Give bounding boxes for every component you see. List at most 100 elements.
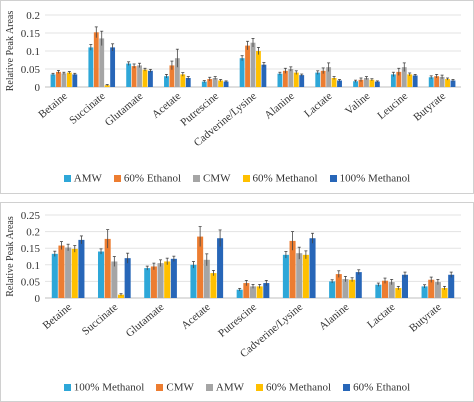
bar — [331, 78, 337, 87]
bar — [124, 258, 131, 298]
bar — [428, 77, 434, 87]
x-tick-label: Succinate — [80, 301, 121, 338]
bar — [364, 78, 369, 87]
bar — [412, 75, 418, 87]
bar — [320, 70, 326, 87]
bar — [250, 42, 256, 87]
bar — [256, 286, 263, 298]
bar — [395, 288, 402, 298]
y-axis-label: Relative Peak Areas — [5, 11, 16, 92]
bar — [51, 253, 58, 298]
bar — [326, 67, 332, 87]
x-tick-label: Putrescine — [216, 301, 259, 340]
bar — [421, 286, 428, 298]
legend-label: AMW — [73, 172, 102, 185]
bar — [61, 73, 67, 87]
y-tick-label: 0 — [35, 293, 41, 305]
bar — [249, 286, 257, 298]
bar — [88, 47, 94, 87]
chart-svg: Relative Peak Areas 0 0.05 0.1 0.15 0.2 0.25 Be… — [5, 210, 461, 360]
legend-item: 60% Methanol — [255, 381, 332, 394]
legend-swatch — [113, 174, 121, 182]
legend-item: 100% Methanol — [329, 172, 411, 185]
legend-swatch — [63, 383, 71, 391]
bar — [110, 47, 116, 87]
y-tick-label: 0.1 — [26, 260, 40, 272]
bar — [335, 274, 342, 298]
bar — [72, 74, 78, 87]
bar — [185, 78, 191, 87]
bar — [99, 38, 105, 87]
y-axis-label: Relative Peak Areas — [5, 216, 16, 297]
bar — [50, 74, 56, 87]
x-tick-label: Lactate — [302, 90, 335, 120]
bar — [282, 254, 289, 298]
chart-svg: Relative Peak Areas 0 0.05 0.1 0.15 0.2 Betain… — [5, 10, 461, 149]
y-tick-label: 0.1 — [26, 46, 40, 58]
chart-legend: 100% Methanol CMW AMW 60% Methanol 60% Ethan… — [1, 381, 473, 393]
bar — [296, 253, 303, 298]
legend-label: CMW — [203, 172, 231, 185]
y-tick-label: 0 — [35, 82, 41, 94]
x-tick-label: Alanine — [317, 301, 351, 333]
bar — [245, 45, 250, 87]
bar — [256, 51, 261, 87]
bar — [144, 268, 151, 298]
legend-swatch — [205, 383, 213, 391]
bar — [289, 240, 296, 298]
bar — [263, 283, 270, 298]
bar — [450, 80, 456, 87]
bar — [170, 258, 177, 298]
legend-label: 60% Ethanol — [353, 381, 411, 394]
bar — [407, 74, 413, 87]
y-tick-label: 0.05 — [21, 276, 41, 288]
bar — [197, 236, 204, 298]
legend-label: 60% Methanol — [265, 381, 332, 394]
bar — [390, 74, 396, 87]
bar — [293, 72, 299, 87]
bar — [236, 289, 243, 298]
x-tick-label: Lactate — [365, 301, 398, 331]
bar — [261, 64, 267, 87]
bar — [169, 65, 175, 87]
bar — [439, 76, 445, 87]
bar — [401, 67, 407, 87]
bar — [309, 238, 316, 298]
bar — [71, 248, 78, 298]
legend-item: 60% Ethanol — [343, 381, 410, 393]
legend-swatch — [255, 383, 263, 391]
bar — [302, 254, 309, 298]
x-tick-label: Alanine — [262, 90, 296, 122]
x-tick-label: Leucine — [375, 90, 410, 122]
bar — [358, 79, 364, 87]
bar — [218, 80, 224, 87]
bar — [207, 79, 213, 87]
x-tick-label: Glutamate — [103, 90, 146, 129]
bar — [282, 70, 288, 87]
legend-label: CMW — [166, 381, 194, 394]
bar — [58, 245, 65, 298]
x-tick-label: Glutamate — [124, 301, 167, 340]
bar — [174, 58, 180, 87]
bar — [97, 251, 105, 298]
bar — [157, 263, 164, 298]
bar — [401, 274, 409, 298]
x-tick-label: Butyrate — [407, 301, 444, 335]
bar — [243, 283, 250, 298]
bar — [337, 80, 342, 87]
bar — [396, 71, 402, 87]
bar — [117, 294, 125, 298]
bar — [210, 273, 217, 298]
bar — [434, 282, 441, 298]
bar — [353, 81, 358, 87]
bar — [137, 65, 142, 87]
bar — [329, 281, 336, 298]
bar — [78, 239, 85, 298]
x-tick-label: Betaine — [41, 301, 75, 332]
x-tick-label: Succinate — [67, 90, 108, 127]
legend-item: 100% Methanol — [63, 381, 144, 393]
legend-label: 100% Methanol — [339, 172, 411, 185]
y-tick-label: 0.15 — [21, 243, 41, 255]
bar — [126, 63, 132, 87]
chart-panel-2: Relative Peak Areas 0 0.05 0.1 0.15 0.2 0.25 Be… — [0, 202, 474, 402]
